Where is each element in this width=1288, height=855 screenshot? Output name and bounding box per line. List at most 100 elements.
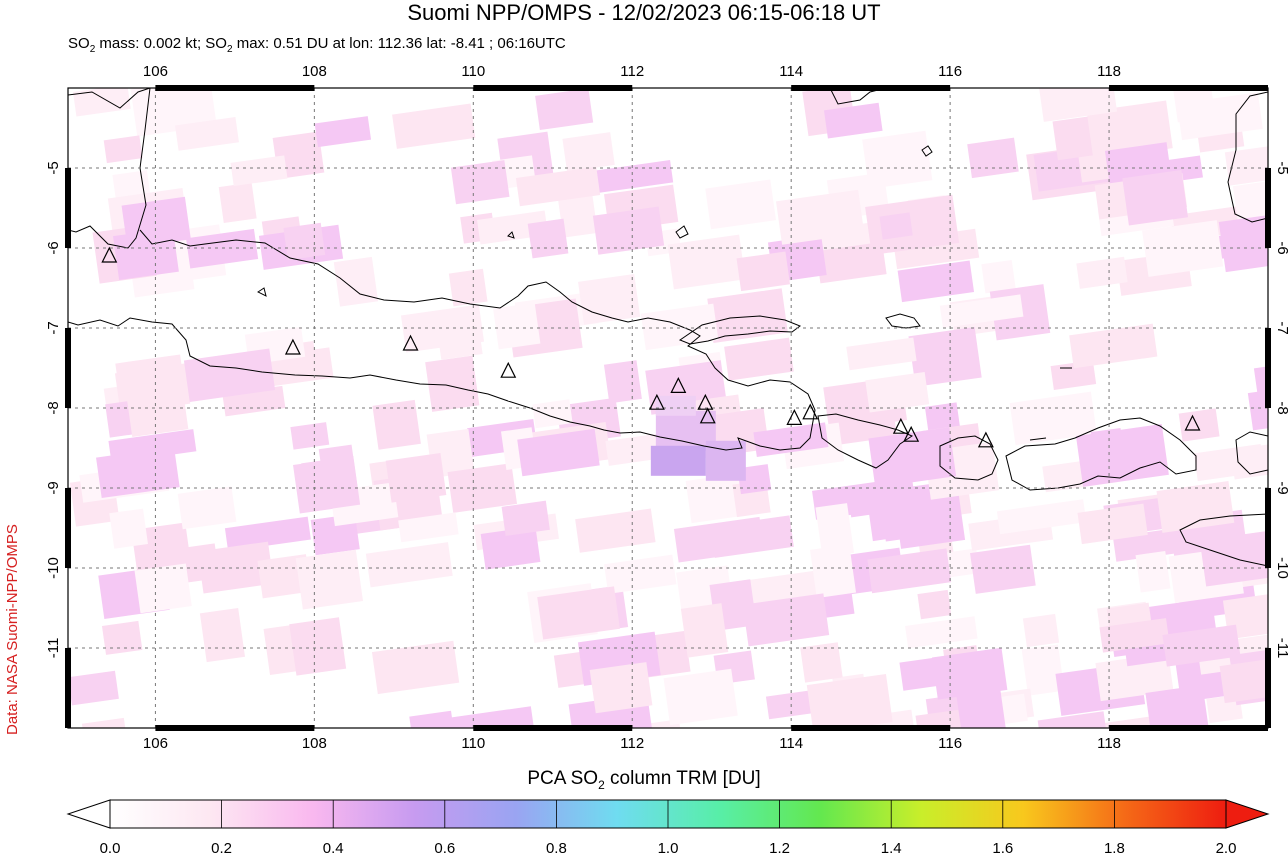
- frame-bar: [1265, 168, 1271, 248]
- frame-bar: [473, 725, 632, 731]
- so2-pixel: [970, 545, 1036, 594]
- so2-pixel: [604, 360, 642, 403]
- volcano-triangle-icon: [787, 410, 801, 424]
- colorbar-tick-label: 1.8: [1104, 840, 1125, 855]
- so2-pixel: [104, 135, 143, 163]
- frame-bar: [65, 648, 71, 728]
- frame-bar: [1109, 725, 1268, 731]
- so2-pixel: [113, 228, 179, 280]
- colorbar-tick-label: 0.2: [211, 840, 232, 855]
- so2-pixel: [862, 131, 932, 189]
- so2-pixel: [710, 515, 793, 557]
- colorbar-title: PCA SO2 column TRM [DU]: [0, 768, 1288, 792]
- so2-pixel: [315, 116, 371, 147]
- lat-tick-label: -5: [45, 161, 62, 174]
- volcano-triangle-icon: [501, 363, 515, 377]
- colorbar-tick-label: 1.2: [769, 840, 790, 855]
- lat-tick-label: -10: [1274, 557, 1288, 579]
- so2-plume-pixel: [651, 446, 706, 476]
- so2-pixel: [535, 88, 593, 130]
- so2-pixel: [800, 642, 843, 682]
- so2-pixel: [917, 590, 951, 619]
- frame-bar: [65, 488, 71, 568]
- so2-pixel: [231, 155, 288, 186]
- so2-pixel: [879, 212, 912, 239]
- lat-tick-label: -11: [1274, 638, 1288, 659]
- lat-tick-label: -8: [45, 401, 62, 414]
- lon-tick-label: 112: [620, 63, 644, 80]
- so2-pixel: [955, 681, 1006, 737]
- so2-pixel: [967, 138, 1019, 178]
- so2-pixel: [178, 486, 237, 529]
- so2-pixel: [135, 563, 192, 613]
- so2-pixel: [425, 356, 479, 412]
- so2-pixel: [442, 706, 536, 759]
- so2-pixel: [681, 603, 728, 657]
- so2-pixel-layer: [68, 78, 1288, 768]
- frame-bar: [65, 168, 71, 248]
- lon-tick-label: 108: [302, 735, 327, 752]
- so2-pixel: [575, 509, 655, 553]
- lat-tick-label: -7: [45, 321, 62, 334]
- so2-pixel: [82, 718, 130, 765]
- so2-pixel: [562, 132, 614, 171]
- so2-pixel: [737, 252, 790, 292]
- so2-plume-pixel: [706, 441, 746, 481]
- lon-tick-label: 112: [620, 735, 644, 752]
- frame-bar: [155, 725, 314, 731]
- so2-pixel: [334, 257, 378, 307]
- so2-pixel: [392, 104, 475, 149]
- lat-tick-label: -7: [1274, 321, 1288, 334]
- so2-pixel: [1136, 551, 1171, 592]
- so2-pixel: [1023, 614, 1059, 647]
- lat-tick-label: -9: [1274, 481, 1288, 494]
- colorbar: 0.0 0.2 0.4 0.6 0.8 1.0 1.2 1.4 1.6 1.8 2.0: [68, 800, 1268, 855]
- so2-pixel: [200, 608, 245, 662]
- colorbar-tick-label: 0.6: [434, 840, 455, 855]
- lon-tick-label: 114: [779, 63, 803, 80]
- lat-tick-label: -6: [45, 241, 62, 254]
- lon-tick-label: 110: [461, 735, 485, 752]
- colorbar-tick-label: 0.0: [100, 840, 121, 855]
- lon-tick-label: 116: [938, 735, 962, 752]
- colorbar-tick-label: 0.4: [323, 840, 344, 855]
- frame-bar: [791, 725, 950, 731]
- frame-bar: [1109, 85, 1268, 91]
- so2-pixel: [366, 542, 453, 587]
- lat-tick-label: -9: [45, 481, 62, 494]
- so2-pixel: [707, 288, 788, 343]
- colorbar-tick-label: 1.0: [658, 840, 679, 855]
- so2-pixel: [125, 378, 188, 437]
- frame-bar: [791, 85, 950, 91]
- lat-tick-label: -5: [1274, 161, 1288, 174]
- lon-tick-label: 116: [938, 63, 962, 80]
- so2-pixel: [301, 456, 360, 512]
- so2-pixel: [664, 669, 738, 725]
- so2-pixel: [590, 662, 653, 713]
- so2-pixel: [641, 304, 719, 351]
- so2-pixel: [604, 555, 676, 594]
- so2-pixel: [846, 337, 916, 370]
- so2-pixel: [1179, 408, 1220, 441]
- lon-tick-label: 106: [143, 63, 168, 80]
- so2-pixel: [102, 621, 142, 655]
- so2-pixel: [981, 260, 1015, 293]
- colorbar-max-arrow: [1226, 800, 1268, 828]
- frame-bar: [65, 328, 71, 408]
- frame-bar: [1265, 328, 1271, 408]
- colorbar-tick-label: 1.4: [881, 840, 902, 855]
- so2-pixel: [493, 303, 540, 350]
- so2-pixel: [68, 671, 119, 706]
- so2-pixel: [290, 422, 329, 449]
- frame-bar: [1265, 648, 1271, 728]
- so2-pixel: [705, 179, 776, 229]
- so2-pixel: [296, 550, 363, 610]
- so2-pixel: [451, 160, 510, 204]
- so2-pixel: [502, 501, 550, 536]
- lon-tick-label: 118: [1097, 735, 1121, 752]
- so2-pixel: [372, 400, 420, 450]
- so2-pixel: [1122, 170, 1188, 226]
- lat-tick-label: -10: [45, 557, 62, 579]
- colorbar-tick-label: 2.0: [1216, 840, 1237, 855]
